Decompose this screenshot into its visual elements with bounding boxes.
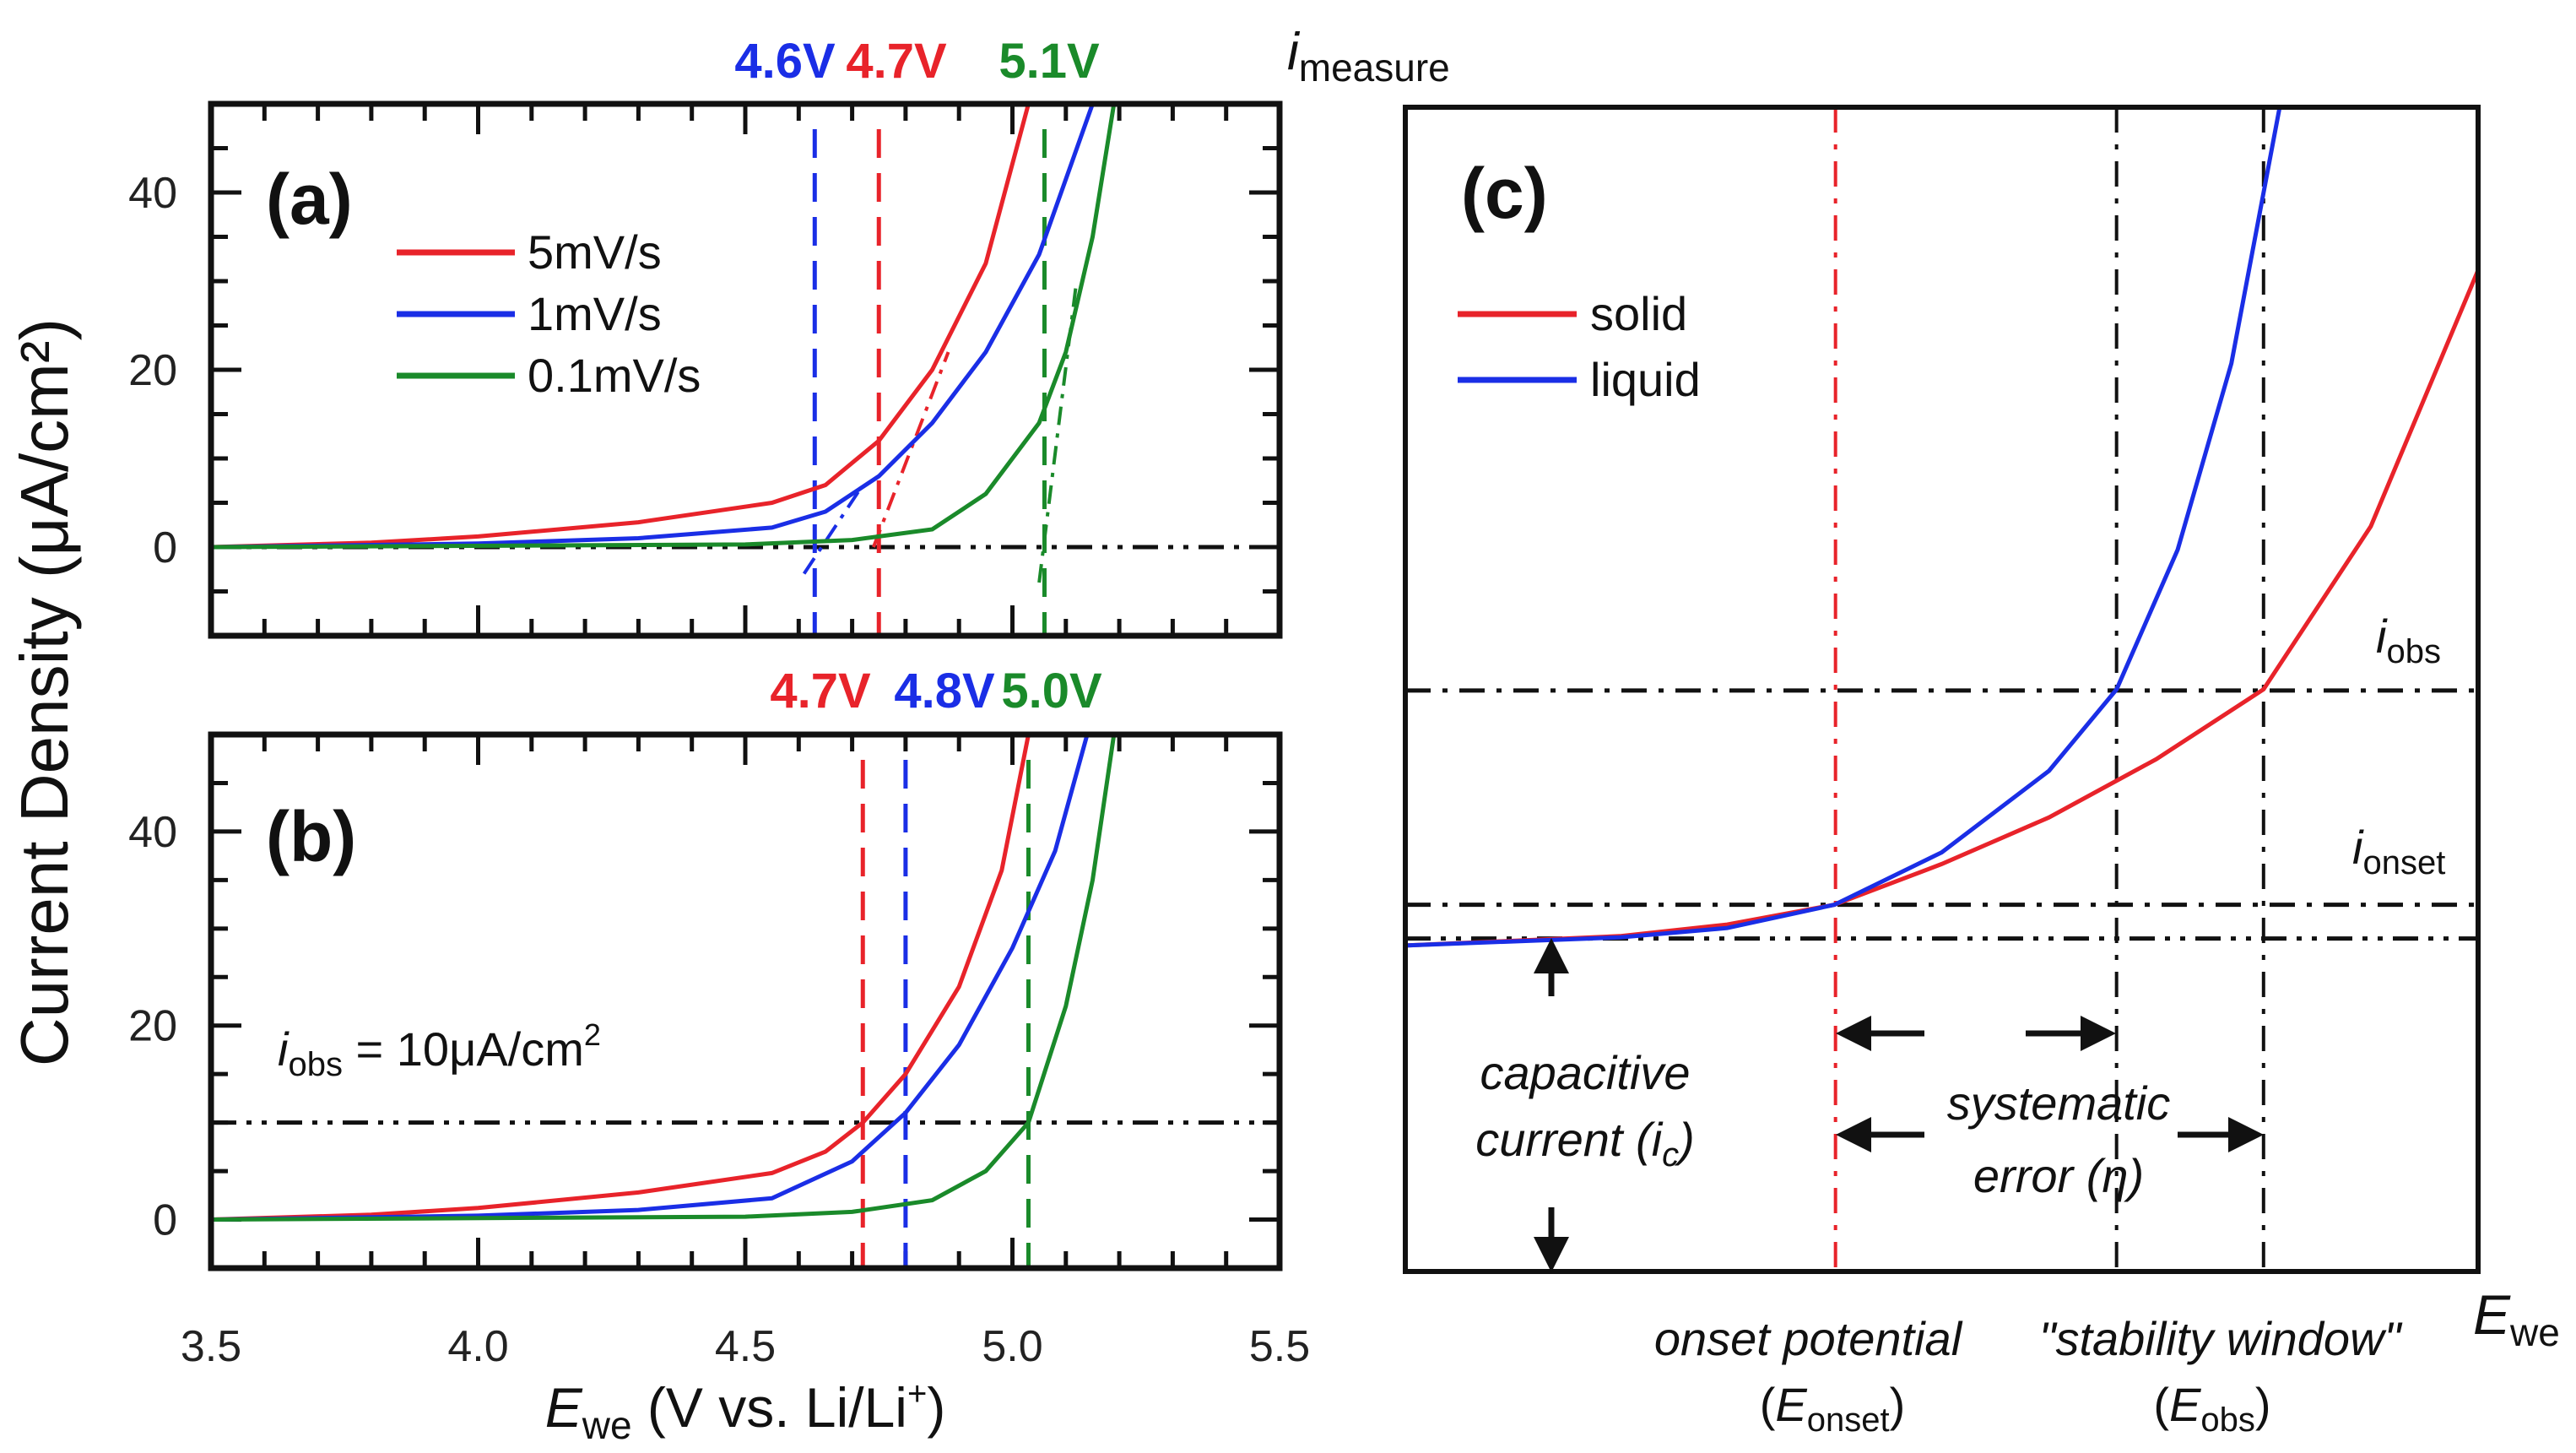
text-part: c [1662,1136,1679,1174]
x-tick-label: 4.5 [715,1322,776,1371]
series-line-blue [1405,107,2282,948]
text-part: E [2473,1283,2511,1346]
x-label-main: E [545,1376,583,1439]
onset-label-green: 5.0V [1001,664,1102,718]
text-part: ) [2255,1378,2271,1431]
text-part: current ( [1475,1113,1656,1166]
x-axis-label-c: Ewe [2473,1283,2560,1354]
x-tick-label: 5.5 [1249,1322,1310,1371]
series-line-blue [211,735,1090,1222]
legend-label: 0.1mV/s [528,349,701,402]
onset-potential-label: onset potential [1654,1312,1963,1365]
plot-frame [208,731,1283,1271]
legend-label: 5mV/s [528,225,662,279]
i-onset-label: ionset [2352,821,2445,881]
x-tick-label: 5.0 [982,1322,1042,1371]
y-tick-label: 20 [128,1002,177,1051]
e-onset-label: (Eonset) [1760,1378,1906,1439]
series-line-red [211,735,1031,1222]
text-part: i [1652,1113,1664,1166]
text-part: i [2352,821,2364,874]
text-part: obs [2200,1401,2255,1439]
onset-label-red: 4.7V [770,664,871,718]
plot-frame [208,100,1283,639]
series-line-red [211,104,1031,550]
y-tick-label: 40 [128,169,177,218]
onset-label-blue: 4.8V [894,664,995,718]
legend-label: solid [1590,287,1687,340]
text-part: i [278,1022,290,1076]
y-tick-label: 0 [153,523,177,572]
error-label: error (η) [1973,1149,2144,1202]
y-tick-label: 20 [128,346,177,395]
x-tick-label: 3.5 [181,1322,241,1371]
text-part: E [2169,1378,2201,1431]
panel-label: (a) [266,160,353,239]
series-line-green [211,104,1117,550]
text-part: onset [1807,1401,1890,1439]
onset-label-red: 4.7V [846,34,947,89]
y-axis-label: Current Density (μA/cm²) [7,318,82,1066]
i-measure-label: imeasure [1287,23,1450,89]
series-line-red [1405,269,2478,948]
x-label-sub: we [582,1403,632,1447]
legend-label: liquid [1590,353,1701,406]
iobs-annotation: iobs = 10μA/cm2 [278,1017,601,1083]
y-tick-label: 40 [128,808,177,857]
panel-c: (c)solidliquidiobsionsetcapacitivecurren… [1403,105,2560,1439]
text-part: obs [288,1046,343,1083]
i-measure-sub: measure [1299,46,1450,89]
x-label-rest: (V vs. Li/Li [632,1376,907,1439]
i-obs-label: iobs [2376,610,2441,670]
tangent-line-blue [802,484,864,575]
text-part: obs [2386,633,2441,670]
legend-label: 1mV/s [528,287,662,340]
e-obs-label: (Eobs) [2153,1378,2270,1439]
text-part: = 10μA/cm [343,1022,584,1076]
x-axis-label: Ewe (V vs. Li/Li+) [545,1375,946,1447]
text-part: i [2376,610,2388,663]
text-part: 2 [584,1017,601,1052]
capacitive-current-label: current (ic) [1475,1113,1695,1174]
tangent-line-red [872,351,950,548]
panel-a: 0 20 40 4.6V 4.7V 5.1V (a) 5mV/s 1mV/s 0.1mV/s [128,34,1283,639]
y-tick-label: 0 [153,1196,177,1245]
onset-label-green: 5.1V [998,34,1100,89]
text-part: ) [1890,1378,1906,1431]
text-part: ( [2153,1378,2169,1431]
x-label-end: ) [927,1376,945,1439]
x-tick-label: 4.0 [447,1322,508,1371]
systematic-label: systematic [1947,1076,2171,1130]
panel-label: (c) [1461,154,1548,233]
stability-window-label: "stability window" [2039,1312,2403,1365]
plot-frame [1403,105,2481,1274]
text-part: ( [1760,1378,1776,1431]
text-part: E [1775,1378,1807,1431]
text-part: onset [2362,844,2445,881]
capacitive-label: capacitive [1480,1046,1690,1099]
series-line-blue [211,104,1095,550]
x-label-sup: + [907,1375,927,1412]
series-line-green [211,735,1117,1222]
panel-label: (b) [266,797,356,876]
text-part: we [2509,1310,2560,1354]
panel-b: 0 20 40 3.5 4.0 4.5 5.0 5.5 4.7V 4.8V 5.0V (b) iobs … [128,664,1310,1371]
i-measure-main: i [1287,23,1301,81]
onset-label-blue: 4.6V [734,34,836,89]
